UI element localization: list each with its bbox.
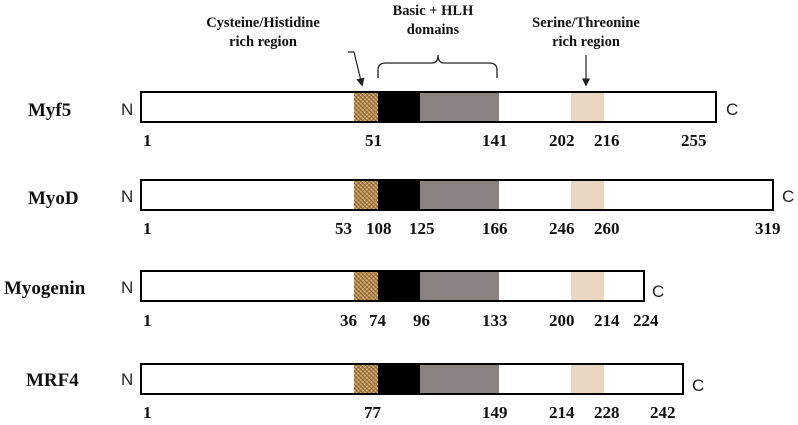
position-label: 228 (594, 403, 620, 422)
cys-his-label-line1: Cysteine/Histidine (206, 15, 320, 31)
hlh-domain (420, 272, 499, 300)
n-terminus-label: N (121, 278, 134, 297)
position-label: 216 (594, 131, 620, 150)
cys-his-region (354, 93, 378, 121)
position-label: 224 (633, 311, 659, 330)
c-terminus-label: C (782, 187, 795, 206)
position-label: 214 (549, 403, 575, 422)
basic-hlh-brace (377, 54, 498, 78)
ser-thr-label-line2: rich region (552, 34, 620, 50)
position-label: 1 (143, 219, 152, 238)
cys-his-region (354, 272, 378, 300)
position-label: 200 (549, 311, 575, 330)
c-terminus-label: C (692, 376, 705, 395)
basic-domain (378, 365, 420, 393)
position-label: 1 (143, 131, 152, 150)
cys-his-region (354, 365, 378, 393)
position-label: 166 (482, 219, 508, 238)
protein-bar-myod (140, 179, 774, 211)
cys-his-label-line2: rich region (229, 34, 297, 50)
protein-name-myf5: Myf5 (28, 100, 72, 121)
ser-thr-region (571, 181, 604, 209)
position-label: 96 (413, 311, 430, 330)
position-label: 141 (482, 131, 508, 150)
position-label: 260 (594, 219, 620, 238)
position-label: 255 (681, 131, 707, 150)
position-label: 36 (340, 311, 357, 330)
hlh-domain (420, 181, 499, 209)
cys-his-arrow (348, 51, 365, 87)
position-label: 133 (482, 311, 508, 330)
cys-his-region (354, 181, 378, 209)
c-terminus-label: C (726, 100, 739, 119)
position-label: 74 (369, 311, 386, 330)
position-label: 319 (755, 219, 781, 238)
protein-name-mrf4: MRF4 (26, 370, 79, 391)
position-label: 51 (365, 131, 382, 150)
position-label: 242 (650, 403, 676, 422)
position-label: 246 (549, 219, 575, 238)
ser-thr-region (571, 365, 604, 393)
protein-name-myogenin: Myogenin (4, 278, 86, 299)
basic-domain (378, 93, 420, 121)
position-label: 53 (335, 219, 352, 238)
hlh-domain (420, 93, 499, 121)
n-terminus-label: N (121, 100, 134, 119)
hlh-domain (420, 365, 499, 393)
position-label: 149 (482, 403, 508, 422)
position-label: 77 (364, 403, 381, 422)
position-label: 1 (143, 403, 152, 422)
protein-bar-myogenin (140, 270, 645, 302)
protein-bar-mrf4 (140, 363, 684, 395)
basic-domain (378, 272, 420, 300)
protein-name-myod: MyoD (28, 188, 79, 209)
basic-domain (378, 181, 420, 209)
position-label: 214 (594, 311, 620, 330)
position-label: 125 (409, 219, 435, 238)
position-label: 1 (143, 311, 152, 330)
position-label: 202 (549, 131, 575, 150)
basic-hlh-label-line1: Basic + HLH (392, 3, 474, 19)
c-terminus-label: C (652, 282, 665, 301)
ser-thr-region (571, 93, 604, 121)
ser-thr-region (571, 272, 604, 300)
protein-bar-myf5 (140, 91, 717, 123)
n-terminus-label: N (121, 370, 134, 389)
position-label: 108 (366, 219, 392, 238)
ser-thr-label-line1: Serine/Threonine (532, 15, 640, 31)
n-terminus-label: N (121, 187, 134, 206)
basic-hlh-label-line2: domains (406, 22, 460, 38)
